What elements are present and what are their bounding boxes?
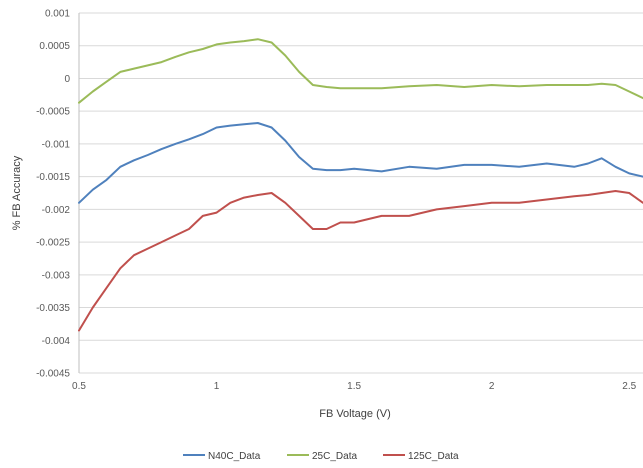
- legend: N40C_Data 25C_Data 125C_Data: [183, 451, 459, 462]
- y-tick-label: -0.002: [42, 205, 71, 216]
- x-axis-title: FB Voltage (V): [319, 408, 391, 420]
- x-tick-label: 0.5: [72, 381, 86, 392]
- y-tick-label: -0.001: [42, 139, 71, 150]
- series-lines: [78, 38, 643, 332]
- series-line-25c-data: [78, 38, 643, 104]
- y-tick-label: 0.0005: [39, 41, 70, 52]
- x-tick-label: 1: [214, 381, 220, 392]
- legend-label: N40C_Data: [208, 451, 261, 462]
- y-tick-label: -0.003: [42, 270, 71, 281]
- x-tick-label: 2: [489, 381, 495, 392]
- y-tick-label: -0.004: [42, 336, 71, 347]
- x-tick-label: 1.5: [347, 381, 361, 392]
- y-tick-label: -0.0035: [36, 303, 70, 314]
- series-line-n40c-data: [78, 122, 643, 204]
- y-axis-title: % FB Accuracy: [11, 155, 23, 230]
- y-tick-label: 0: [64, 74, 70, 85]
- x-axis-ticks: 0.5 1 1.5 2 2.5: [72, 381, 637, 392]
- legend-label: 25C_Data: [312, 451, 357, 462]
- y-tick-label: -0.0005: [36, 107, 70, 118]
- series-line-125c-data: [78, 190, 643, 332]
- legend-label: 125C_Data: [408, 451, 459, 462]
- y-axis-ticks: 0.001 0.0005 0 -0.0005 -0.001 -0.0015 -0.002 -0…: [36, 9, 70, 380]
- y-tick-label: -0.0015: [36, 172, 70, 183]
- y-tick-label: 0.001: [45, 9, 70, 20]
- y-tick-label: -0.0045: [36, 369, 70, 380]
- x-tick-label: 2.5: [622, 381, 636, 392]
- y-tick-label: -0.0025: [36, 238, 70, 249]
- gridlines: [78, 12, 643, 374]
